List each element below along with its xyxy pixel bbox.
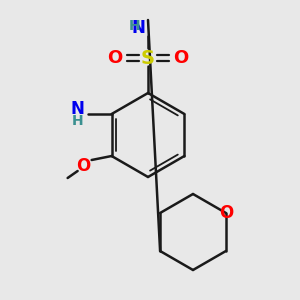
Text: O: O <box>107 49 123 67</box>
Text: N: N <box>71 100 85 118</box>
Text: O: O <box>173 49 189 67</box>
Text: O: O <box>76 157 91 175</box>
Text: S: S <box>141 49 155 68</box>
Text: H: H <box>129 19 141 33</box>
Text: O: O <box>219 204 233 222</box>
Text: H: H <box>72 114 83 128</box>
Text: N: N <box>131 19 145 37</box>
